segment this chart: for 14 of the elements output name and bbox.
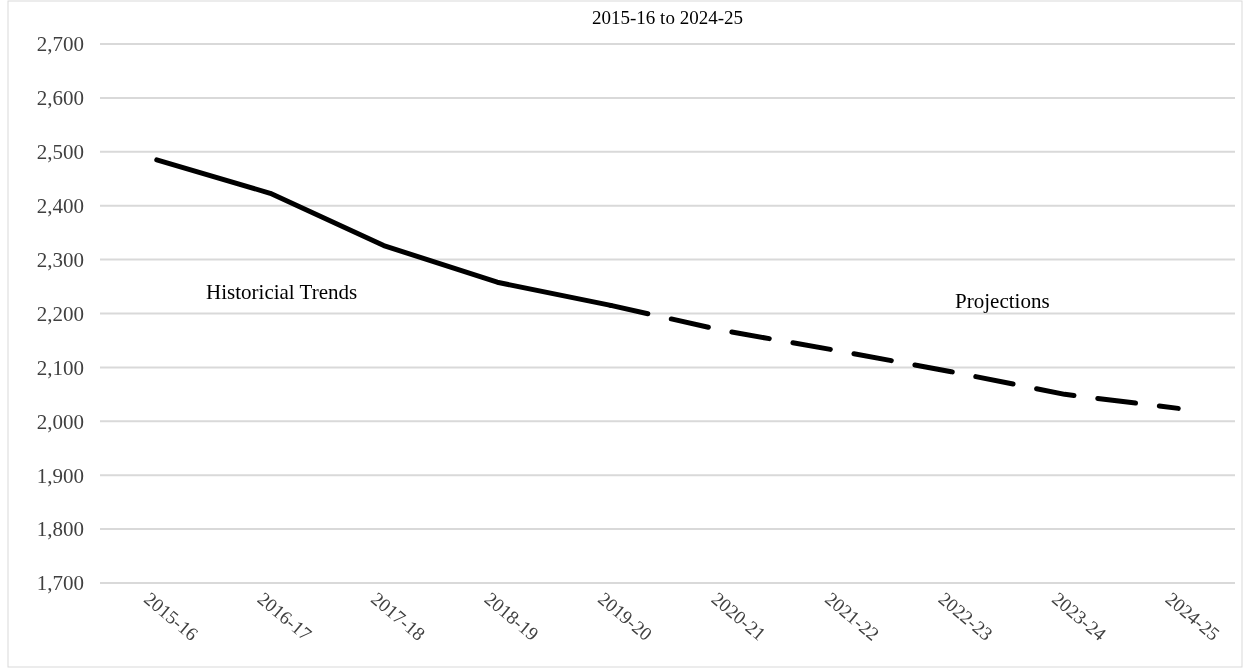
chart-title: 2015-16 to 2024-25 [592, 7, 743, 28]
y-tick-label: 2,500 [36, 140, 84, 165]
text: Projections [955, 288, 1050, 313]
y-tick-label: 2,400 [36, 194, 84, 219]
y-tick-label: 2,100 [36, 355, 84, 380]
y-tick-label: 2,300 [36, 247, 84, 272]
y-tick-label: 2,000 [36, 409, 84, 434]
y-tick-label: 1,700 [36, 571, 84, 596]
y-tick-label: 2,700 [36, 32, 84, 57]
y-tick-label: 2,600 [36, 86, 84, 111]
y-tick-label: 1,800 [36, 517, 84, 542]
y-tick-label: 2,200 [36, 301, 84, 326]
y-tick-label: 1,900 [36, 463, 84, 488]
series-label: Historicial Trends [206, 279, 358, 304]
